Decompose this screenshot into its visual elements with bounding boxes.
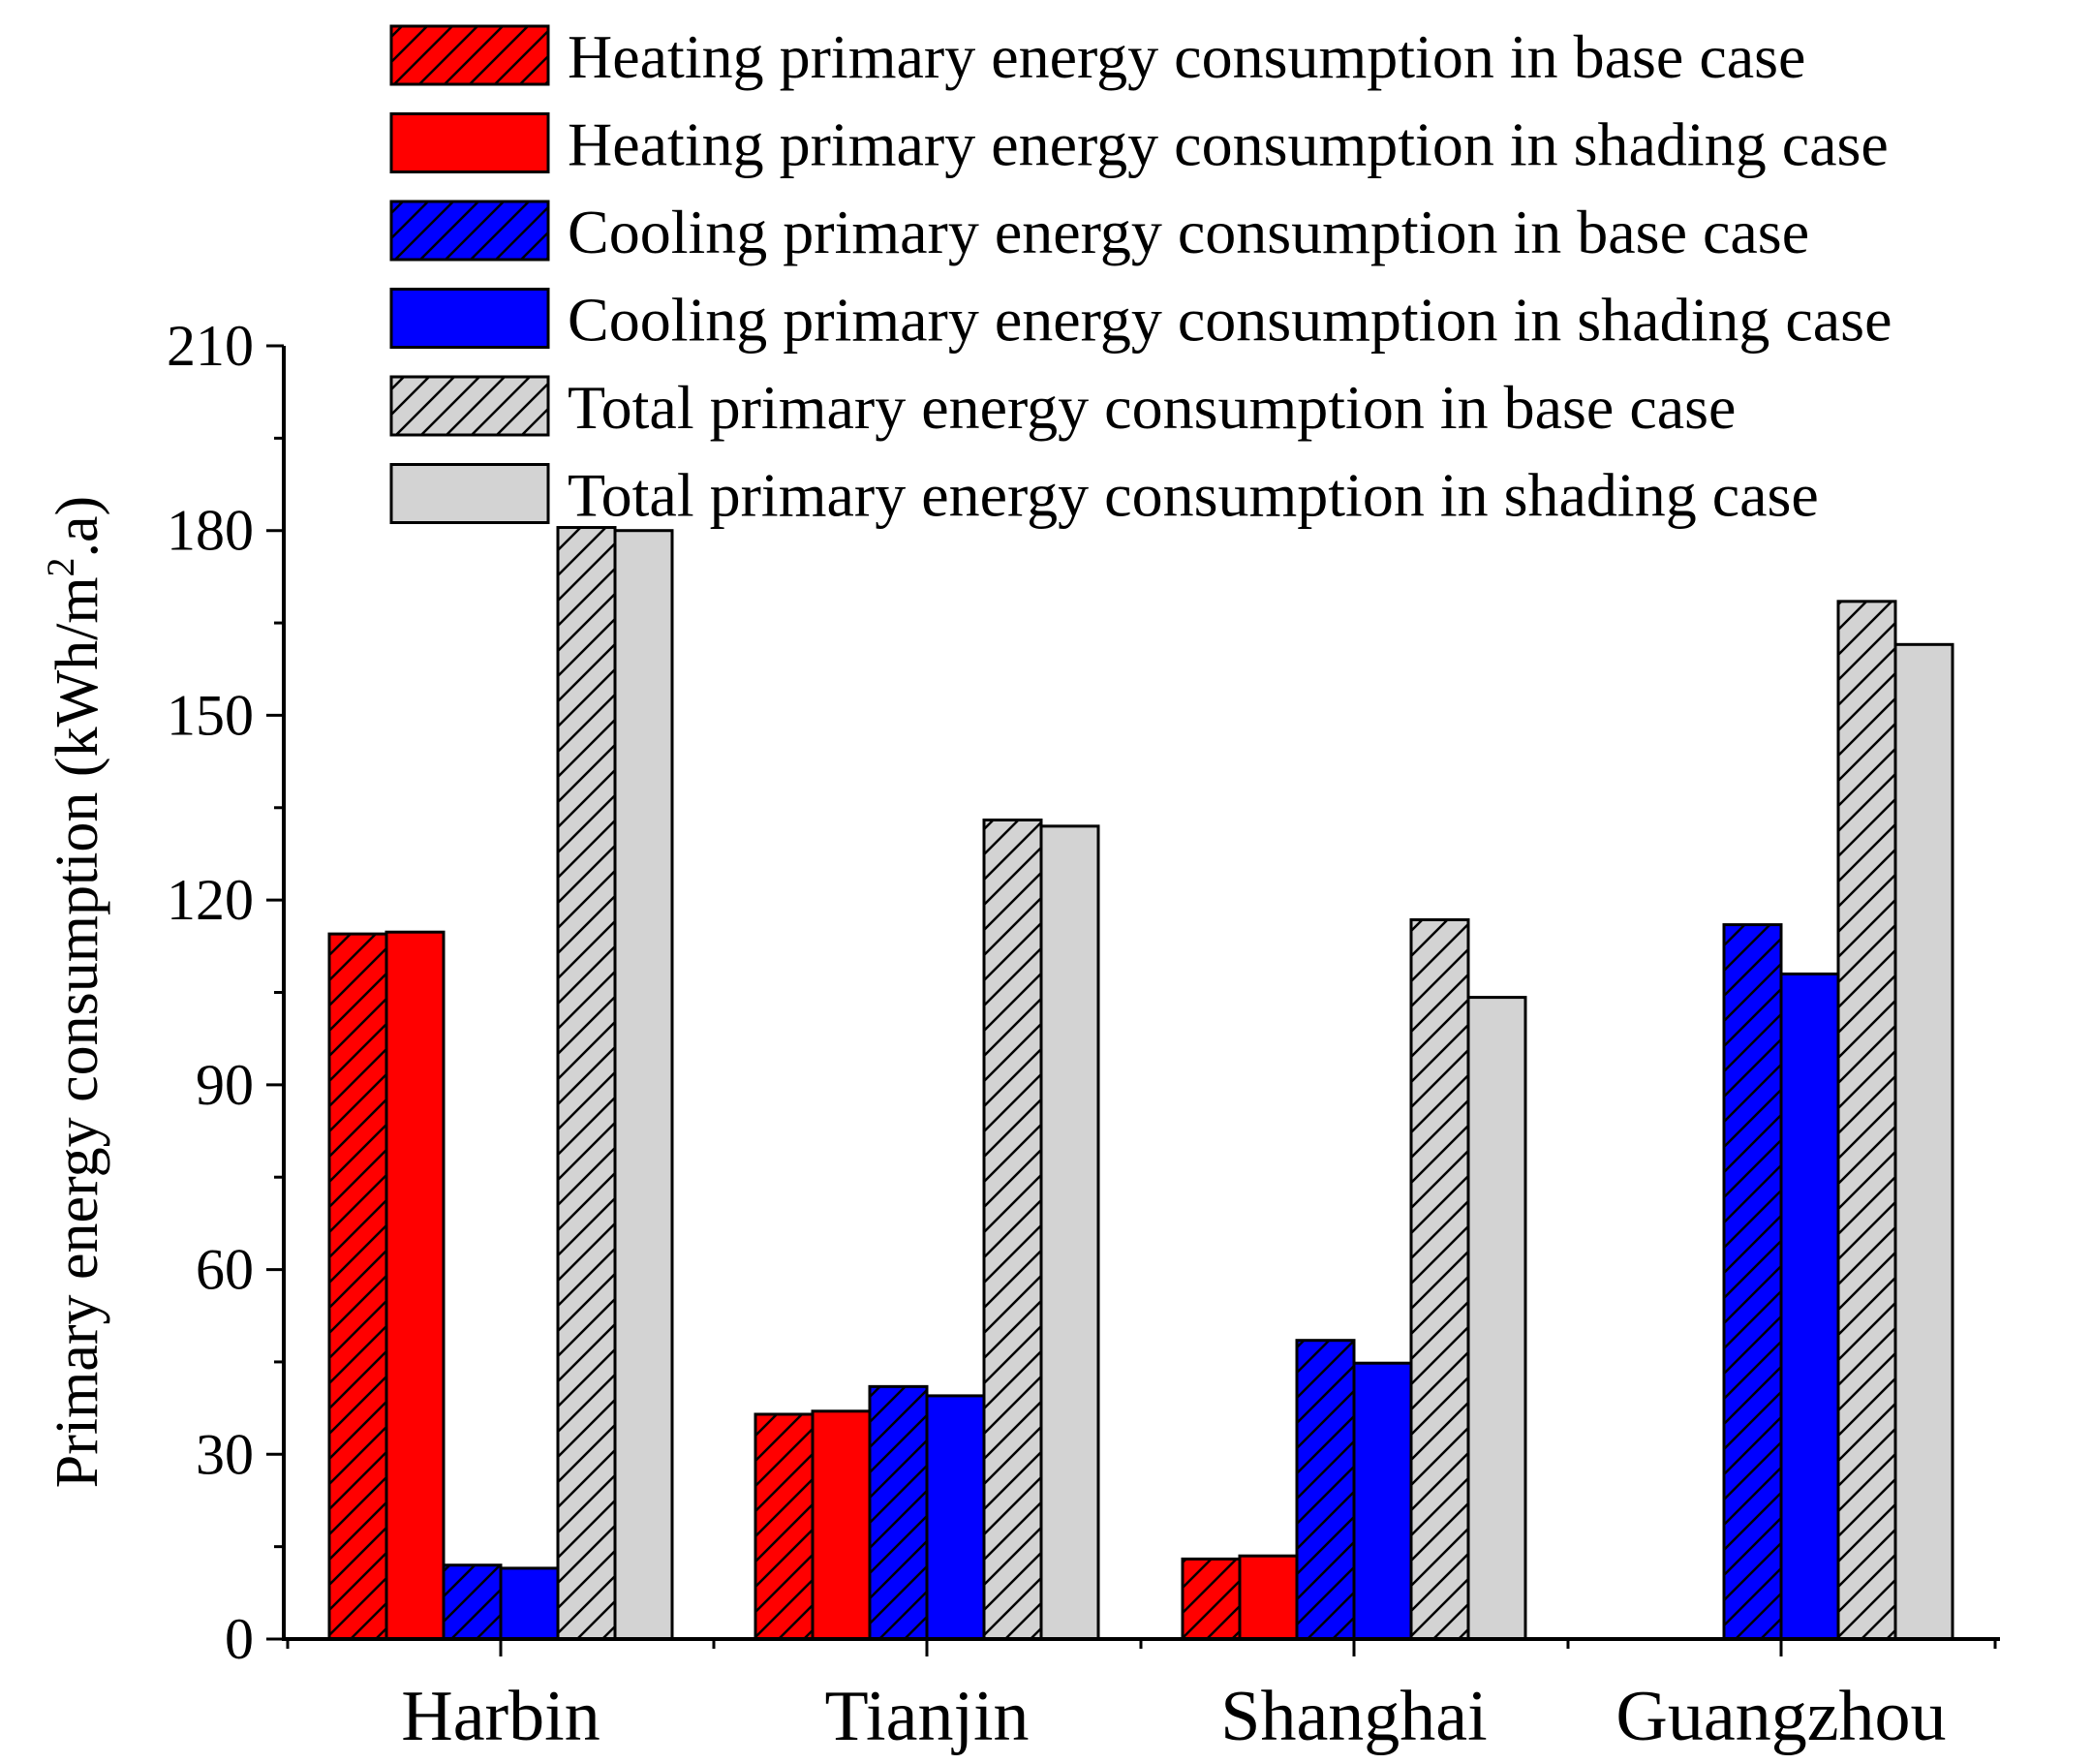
bar	[1352, 1361, 1413, 1641]
y-tick-label: 0	[225, 1607, 254, 1671]
legend-swatch-outline	[389, 200, 550, 262]
legend-item: Total primary energy consumption in base…	[389, 373, 1736, 442]
bar-hatch	[329, 934, 386, 1639]
y-axis-label: Primary energy consumption (kWh/m2.a)	[39, 496, 110, 1488]
bar	[925, 1394, 986, 1641]
legend-swatch-outline	[389, 375, 550, 437]
y-tick-label: 210	[167, 314, 254, 378]
bar	[754, 1412, 815, 1641]
bar-fill	[1354, 1363, 1411, 1639]
bar-hatch	[444, 1564, 501, 1639]
bar	[1295, 1339, 1356, 1641]
bar	[1409, 917, 1470, 1641]
bar	[1722, 923, 1783, 1641]
legend-swatch-outline	[389, 24, 550, 86]
bar	[811, 1409, 872, 1641]
legend: Heating primary energy consumption in ba…	[389, 22, 1892, 530]
bar	[613, 529, 674, 1641]
bar	[442, 1563, 503, 1641]
bar-hatch	[1724, 924, 1781, 1639]
bar-hatch	[755, 1413, 813, 1639]
bar	[1466, 996, 1527, 1641]
legend-swatch-outline	[389, 112, 550, 173]
bar	[385, 930, 446, 1641]
bars-layer	[327, 526, 1954, 1641]
legend-item: Total primary energy consumption in shad…	[389, 461, 1819, 530]
bar-hatch	[1297, 1340, 1354, 1639]
y-ticks: 0 30 60 90 120 150 180 210	[167, 314, 284, 1671]
x-tick-label: Shanghai	[1220, 1677, 1487, 1756]
bar-fill	[1781, 974, 1838, 1639]
bar-fill	[813, 1410, 870, 1639]
x-tick-label: Tianjin	[824, 1677, 1029, 1756]
bar	[1039, 824, 1100, 1641]
bar	[1836, 600, 1897, 1641]
x-tick-label: Guangzhou	[1615, 1677, 1946, 1756]
x-tick-label: Harbin	[401, 1677, 600, 1756]
legend-swatch-outline	[389, 288, 550, 349]
y-tick-label: 30	[196, 1422, 254, 1486]
legend-label: Heating primary energy consumption in sh…	[568, 110, 1889, 179]
bar-fill	[1468, 997, 1525, 1639]
bar-fill	[927, 1395, 984, 1639]
legend-swatch-outline	[389, 463, 550, 524]
bar	[982, 819, 1043, 1641]
legend-swatch-hatch	[391, 201, 548, 260]
y-tick-label: 90	[196, 1053, 254, 1117]
y-tick-label: 150	[167, 683, 254, 747]
bar-fill	[1895, 644, 1953, 1639]
bar-hatch	[984, 820, 1041, 1639]
bar	[499, 1566, 560, 1641]
bar	[868, 1384, 929, 1641]
bar	[1181, 1557, 1242, 1641]
bar-hatch	[558, 527, 615, 1640]
legend-item: Heating primary energy consumption in sh…	[389, 110, 1889, 179]
legend-label: Total primary energy consumption in base…	[568, 373, 1736, 442]
y-tick-label: 60	[196, 1238, 254, 1302]
legend-label: Heating primary energy consumption in ba…	[568, 22, 1805, 91]
legend-swatch-hatch	[391, 377, 548, 435]
legend-swatch	[391, 464, 548, 523]
legend-item: Cooling primary energy consumption in ba…	[389, 198, 1809, 266]
y-tick-label: 120	[167, 868, 254, 932]
legend-swatch-hatch	[391, 26, 548, 84]
bar-fill	[1041, 825, 1098, 1639]
bar-fill	[501, 1567, 558, 1639]
bar-hatch	[1838, 601, 1895, 1639]
legend-label: Total primary energy consumption in shad…	[568, 461, 1819, 530]
bar	[1238, 1554, 1299, 1641]
legend-swatch	[391, 113, 548, 172]
bar-fill	[1240, 1556, 1297, 1639]
x-ticks: Harbin Tianjin Shanghai Guangzhou	[286, 1639, 1997, 1756]
legend-label: Cooling primary energy consumption in sh…	[568, 286, 1892, 355]
legend-label: Cooling primary energy consumption in ba…	[568, 198, 1809, 266]
bar	[1779, 972, 1840, 1641]
bar-fill	[386, 932, 444, 1639]
legend-item: Heating primary energy consumption in ba…	[389, 22, 1805, 91]
legend-item: Cooling primary energy consumption in sh…	[389, 286, 1892, 355]
bar-hatch	[1183, 1559, 1240, 1639]
bar	[556, 526, 617, 1641]
bar-hatch	[1411, 919, 1468, 1639]
bar-hatch	[870, 1386, 927, 1639]
legend-swatch	[391, 289, 548, 348]
bar-fill	[615, 530, 672, 1639]
bar	[327, 932, 388, 1641]
y-tick-label: 180	[167, 499, 254, 563]
bar	[1893, 642, 1954, 1641]
